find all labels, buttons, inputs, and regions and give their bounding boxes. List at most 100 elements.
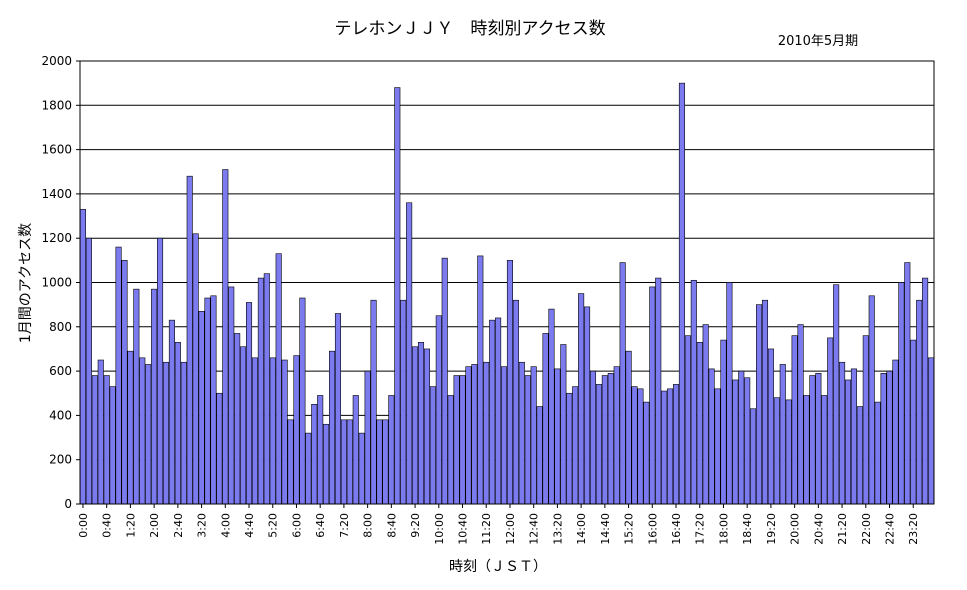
bar [477, 255, 484, 505]
y-tick-label: 600 [49, 364, 72, 378]
bar [566, 392, 573, 505]
x-tick-label: 22:40 [884, 513, 897, 545]
bar [833, 284, 840, 505]
bar [595, 384, 602, 505]
bar [323, 423, 330, 505]
bar [524, 375, 531, 505]
bar [257, 277, 264, 505]
bar [690, 279, 697, 505]
bar [293, 355, 300, 505]
bar [856, 406, 863, 505]
x-tick-label: 2:00 [148, 513, 161, 538]
x-tick-label: 16:40 [670, 513, 683, 545]
y-tick-label: 1800 [41, 98, 72, 112]
bar [548, 308, 555, 505]
bar [714, 388, 721, 505]
y-tick-label: 200 [49, 453, 72, 467]
bar [174, 342, 181, 505]
bar [210, 295, 217, 505]
bar [186, 175, 193, 505]
bar [240, 346, 247, 505]
bar [732, 379, 739, 505]
x-tick-label: 0:40 [101, 513, 114, 538]
bar [536, 406, 543, 505]
bar [162, 361, 170, 505]
bar [684, 335, 691, 505]
x-tick-label: 13:20 [551, 513, 564, 545]
bar [631, 386, 638, 505]
bar [435, 315, 442, 505]
bar [667, 388, 674, 505]
bar [501, 366, 508, 505]
bar [453, 375, 460, 505]
bar [145, 364, 152, 505]
bar [661, 390, 668, 505]
bar [850, 368, 857, 505]
bar [352, 395, 359, 505]
bar [317, 395, 324, 505]
bar [560, 344, 567, 505]
bar [672, 384, 680, 505]
bar [898, 282, 905, 505]
bar [228, 286, 235, 505]
bar [364, 370, 371, 505]
bar [518, 361, 525, 505]
bar [299, 297, 306, 505]
x-tick-label: 23:20 [907, 513, 920, 545]
bar [85, 237, 92, 505]
x-axis-title: 時刻（ＪＳＴ） [449, 559, 547, 575]
bar [578, 293, 585, 505]
bar [880, 373, 887, 505]
bar [916, 299, 923, 505]
bar [400, 299, 407, 505]
bar [601, 375, 608, 505]
bar [750, 408, 757, 505]
x-tick-label: 9:20 [409, 513, 422, 538]
x-tick-label: 5:20 [267, 513, 280, 538]
y-tick-label: 1200 [41, 231, 72, 245]
bar [649, 286, 656, 505]
bar [417, 342, 425, 505]
bar [512, 299, 519, 505]
bar [406, 202, 413, 505]
bar [619, 262, 626, 505]
bar [388, 395, 395, 505]
x-tick-label: 8:40 [385, 513, 398, 538]
y-tick-label: 1600 [41, 143, 72, 157]
bar [643, 401, 650, 505]
bar [465, 366, 472, 505]
bar [151, 288, 158, 505]
y-axis-ticks: 0 200 400 600 800 1000 1200 1400 1600 1800 2000 [41, 54, 80, 511]
bar [251, 357, 258, 505]
x-tick-label: 21:20 [836, 513, 849, 545]
y-tick-label: 1000 [41, 276, 72, 290]
bar [892, 359, 899, 505]
y-tick-label: 400 [49, 408, 72, 422]
bar [281, 359, 288, 505]
bar [157, 237, 164, 505]
bar [97, 359, 104, 505]
bar [103, 375, 110, 505]
x-tick-label: 1:20 [124, 513, 137, 538]
bar [803, 395, 810, 505]
bar [584, 306, 591, 505]
bar [607, 373, 614, 505]
bar [797, 324, 804, 505]
y-tick-label: 2000 [41, 54, 72, 68]
x-tick-label: 14:00 [575, 513, 588, 545]
y-axis-title: 1月間のアクセス数 [18, 223, 34, 343]
bar [744, 377, 751, 505]
bar [785, 399, 792, 505]
chart-subtitle: 2010年5月期 [778, 34, 858, 49]
bar [263, 273, 270, 505]
bar [311, 404, 318, 505]
bar [767, 348, 774, 505]
x-tick-label: 22:00 [860, 513, 873, 545]
bar [91, 375, 98, 505]
bar [696, 342, 703, 505]
x-tick-label: 16:00 [646, 513, 659, 545]
bar [773, 397, 780, 505]
x-tick-label: 12:00 [504, 513, 517, 545]
bar [613, 366, 620, 505]
